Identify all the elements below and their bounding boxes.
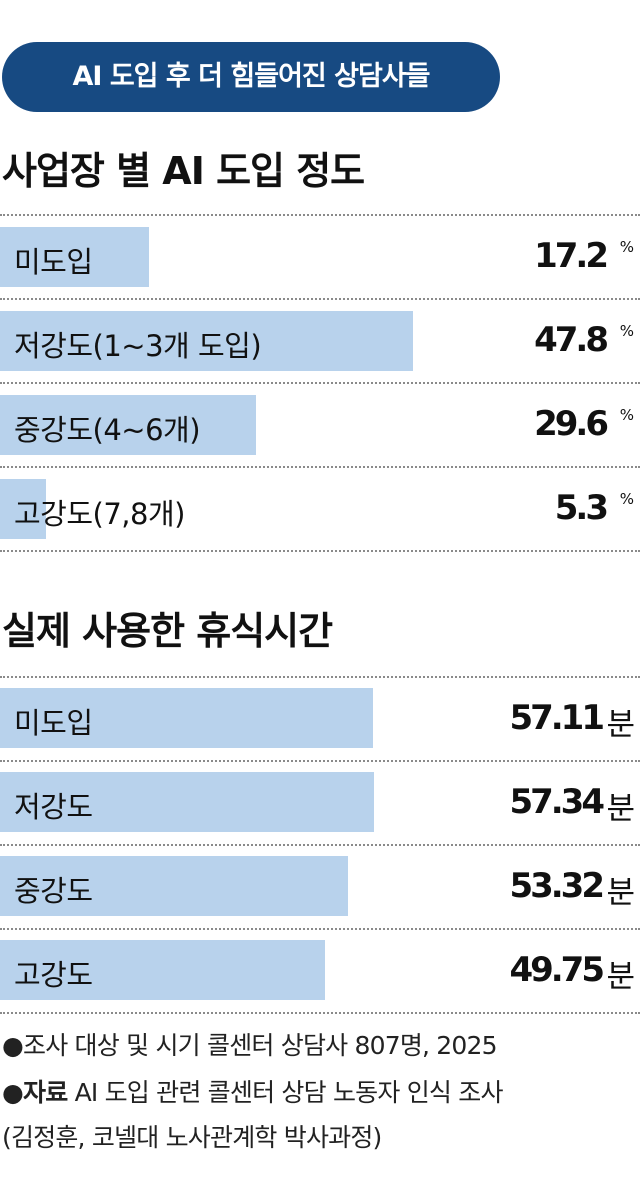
- bar-label: 중강도(4~6개): [14, 413, 201, 447]
- bar-label: 고강도(7,8개): [14, 497, 185, 531]
- bar-row: 중강도(4~6개) 29.6%: [0, 382, 640, 466]
- bar: [0, 856, 348, 916]
- bar-unit-label: 분: [606, 875, 635, 911]
- bar-row: 저강도(1~3개 도입) 47.8%: [0, 298, 640, 382]
- bar-unit-label: %: [619, 238, 634, 256]
- row-divider: [0, 676, 640, 678]
- footnote-source-text: AI 도입 관련 콜센터 상담 노동자 인식 조사: [67, 1078, 504, 1107]
- bar-value-label: 49.75: [509, 950, 605, 990]
- row-divider: [0, 760, 640, 762]
- row-divider: [0, 466, 640, 468]
- row-divider: [0, 844, 640, 846]
- footnote-author: (김정훈, 코넬대 노사관계학 박사과정): [2, 1123, 382, 1152]
- bar-label: 미도입: [14, 245, 93, 279]
- bar: [0, 395, 256, 455]
- bar-unit-label: %: [619, 490, 634, 508]
- bar: [0, 227, 149, 287]
- bar-value-label: 57.34: [509, 782, 605, 822]
- bar-unit-label: 분: [606, 791, 635, 827]
- bar-row: 고강도 49.75 분: [0, 928, 640, 1012]
- bar-value-label: 17.2: [534, 236, 609, 276]
- bar-label: 저강도(1~3개 도입): [14, 329, 262, 363]
- chart2-title: 실제 사용한 휴식시간: [2, 609, 333, 653]
- bar-unit-label: 분: [606, 707, 635, 743]
- footnote-source-label: ●자료: [2, 1078, 68, 1107]
- bar-row: 고강도(7,8개) 5.3%: [0, 466, 640, 550]
- row-divider: [0, 1012, 640, 1014]
- bar: [0, 940, 325, 1000]
- bar-label: 미도입: [14, 706, 93, 740]
- bar-label: 중강도: [14, 874, 93, 908]
- bar-unit-label: %: [619, 406, 634, 424]
- bar-unit-label: %: [619, 322, 634, 340]
- bar-row: 미도입 57.11 분: [0, 676, 640, 760]
- bar: [0, 311, 413, 371]
- row-divider: [0, 298, 640, 300]
- bar-value-label: 47.8: [534, 320, 609, 360]
- bar-label: 고강도: [14, 958, 93, 992]
- row-divider: [0, 928, 640, 930]
- row-divider: [0, 550, 640, 552]
- bar-label: 저강도: [14, 790, 93, 824]
- bar-value-label: 53.32: [509, 866, 605, 906]
- footnote-source: ●자료 AI 도입 관련 콜센터 상담 노동자 인식 조사: [2, 1073, 503, 1109]
- bar-value-label: 5.3: [554, 488, 609, 528]
- banner-pill: AI 도입 후 더 힘들어진 상담사들: [2, 42, 500, 112]
- bar: [0, 479, 46, 539]
- bar-row: 미도입 17.2%: [0, 214, 640, 298]
- bar-row: 저강도 57.34 분: [0, 760, 640, 844]
- footnote-survey: ●조사 대상 및 시기 콜센터 상담사 807명, 2025: [2, 1031, 498, 1060]
- bar-value-label: 29.6: [534, 404, 609, 444]
- chart1-title: 사업장 별 AI 도입 정도: [2, 149, 365, 193]
- bar-unit-label: 분: [606, 959, 635, 995]
- bar: [0, 772, 374, 832]
- bar: [0, 688, 373, 748]
- row-divider: [0, 382, 640, 384]
- row-divider: [0, 214, 640, 216]
- bar-value-label: 57.11: [509, 698, 605, 738]
- bar-row: 중강도 53.32 분: [0, 844, 640, 928]
